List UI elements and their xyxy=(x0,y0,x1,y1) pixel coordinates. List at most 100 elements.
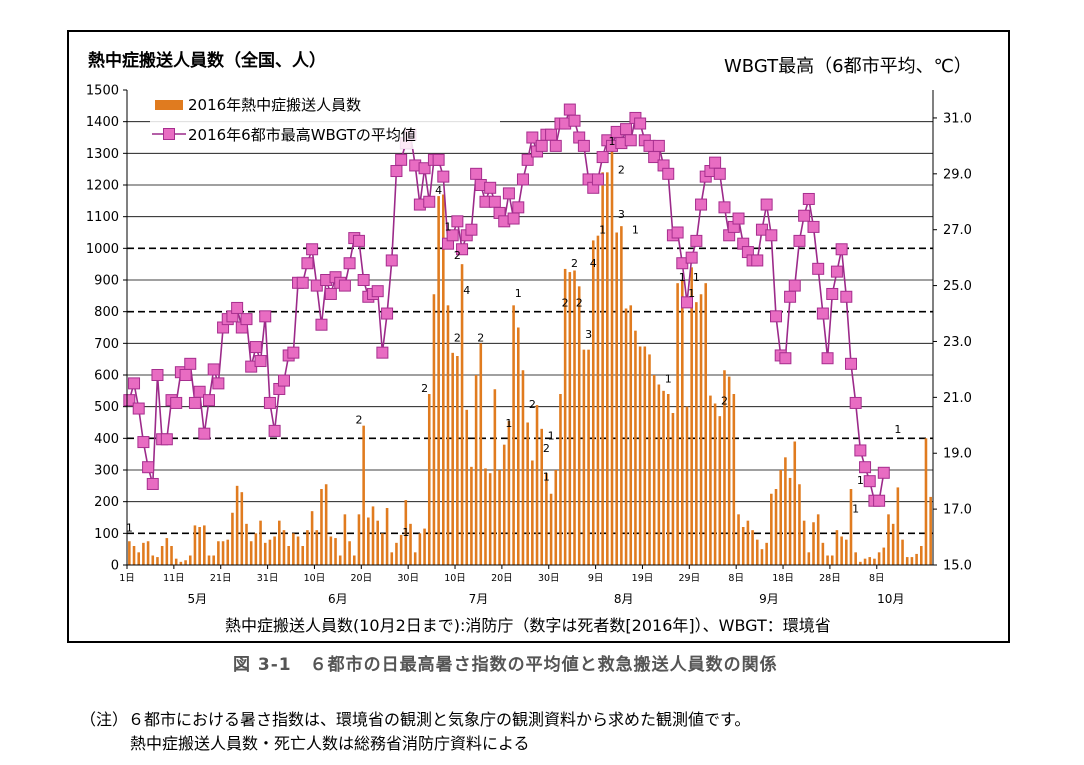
wbgt-point xyxy=(751,254,764,267)
wbgt-point xyxy=(844,357,857,370)
death-count-label: 1 xyxy=(444,221,451,234)
wbgt-point xyxy=(446,229,459,242)
wbgt-point xyxy=(240,313,253,326)
death-count-label: 4 xyxy=(463,284,470,297)
bar xyxy=(573,270,576,565)
wbgt-point xyxy=(296,276,309,289)
wbgt-point xyxy=(352,234,365,247)
wbgt-point xyxy=(770,310,783,323)
wbgt-point xyxy=(634,117,647,130)
bar xyxy=(502,444,506,565)
wbgt-point xyxy=(371,285,384,298)
bar xyxy=(427,394,431,565)
bar xyxy=(198,527,201,565)
month-label: 8月 xyxy=(614,592,634,606)
bar xyxy=(915,553,918,565)
x-tick-label: 9日 xyxy=(588,573,604,584)
legend-line-label: 2016年6都市最高WBGTの平均値 xyxy=(188,126,416,144)
death-count-label: 2 xyxy=(543,442,550,455)
bar xyxy=(840,536,843,565)
bar xyxy=(877,552,881,565)
legend-bar-swatch xyxy=(155,100,183,110)
legend-background xyxy=(150,93,500,149)
bar xyxy=(624,308,628,565)
bar xyxy=(488,473,492,565)
wbgt-point xyxy=(718,201,731,214)
wbgt-point xyxy=(765,229,778,242)
bar xyxy=(681,280,684,565)
bar xyxy=(352,555,356,565)
wbgt-point xyxy=(859,461,872,474)
bar xyxy=(188,555,192,565)
death-count-label: 2 xyxy=(571,257,578,270)
wbgt-point xyxy=(488,195,501,208)
wbgt-point xyxy=(521,153,534,166)
legend-marker-swatch xyxy=(163,128,175,140)
bar xyxy=(802,520,806,565)
wbgt-point xyxy=(432,153,445,166)
bar xyxy=(849,489,853,565)
bar xyxy=(156,557,159,565)
bar xyxy=(460,264,464,565)
bar xyxy=(343,514,347,565)
wbgt-point xyxy=(680,296,693,309)
death-count-label: 3 xyxy=(618,208,625,221)
death-count-label: 1 xyxy=(632,224,639,237)
bar xyxy=(807,552,811,565)
right-tick-label: 27.0 xyxy=(943,223,972,238)
bar xyxy=(395,542,398,565)
bar xyxy=(413,552,417,565)
bar xyxy=(798,484,801,565)
bar xyxy=(868,557,872,565)
bar xyxy=(554,470,558,565)
x-tick-label: 28日 xyxy=(819,573,841,584)
bar xyxy=(474,375,478,565)
bar xyxy=(432,294,436,565)
wbgt-point xyxy=(306,243,319,256)
bar xyxy=(521,370,525,565)
bar xyxy=(535,405,539,565)
wbgt-point xyxy=(207,363,220,376)
bar xyxy=(854,552,857,565)
wbgt-point xyxy=(357,274,370,286)
bar xyxy=(381,533,384,565)
bar xyxy=(723,370,726,565)
left-tick-label: 900 xyxy=(94,274,119,289)
left-tick-label: 1500 xyxy=(86,84,119,99)
bar xyxy=(254,533,258,565)
bar xyxy=(919,546,923,565)
bar xyxy=(404,500,408,565)
bar xyxy=(278,520,281,565)
wbgt-point xyxy=(203,394,216,407)
month-label: 6月 xyxy=(328,592,348,606)
wbgt-point xyxy=(287,346,300,359)
bar xyxy=(526,422,529,565)
bar xyxy=(727,376,731,565)
bar xyxy=(296,536,300,565)
wbgt-point xyxy=(512,201,525,214)
wbgt-point xyxy=(381,307,394,320)
bar xyxy=(699,294,703,565)
wbgt-point xyxy=(324,287,337,300)
wbgt-point xyxy=(812,262,825,275)
left-tick-label: 100 xyxy=(94,527,119,542)
wbgt-point xyxy=(760,198,773,211)
bar xyxy=(306,530,309,565)
wbgt-point xyxy=(184,357,197,370)
wbgt-point xyxy=(142,461,155,474)
bar xyxy=(292,533,295,565)
wbgt-point xyxy=(662,167,675,180)
bar xyxy=(160,546,164,565)
bar xyxy=(826,555,829,565)
left-tick-label: 200 xyxy=(94,495,119,510)
wbgt-line-series xyxy=(123,103,890,507)
right-tick-label: 23.0 xyxy=(943,335,972,350)
death-count-label: 1 xyxy=(548,430,555,443)
wbgt-point xyxy=(671,226,684,239)
wbgt-point xyxy=(821,352,834,365)
wbgt-point xyxy=(465,223,478,236)
wbgt-point xyxy=(620,123,633,136)
wbgt-point xyxy=(502,187,515,200)
wbgt-point xyxy=(277,374,290,387)
